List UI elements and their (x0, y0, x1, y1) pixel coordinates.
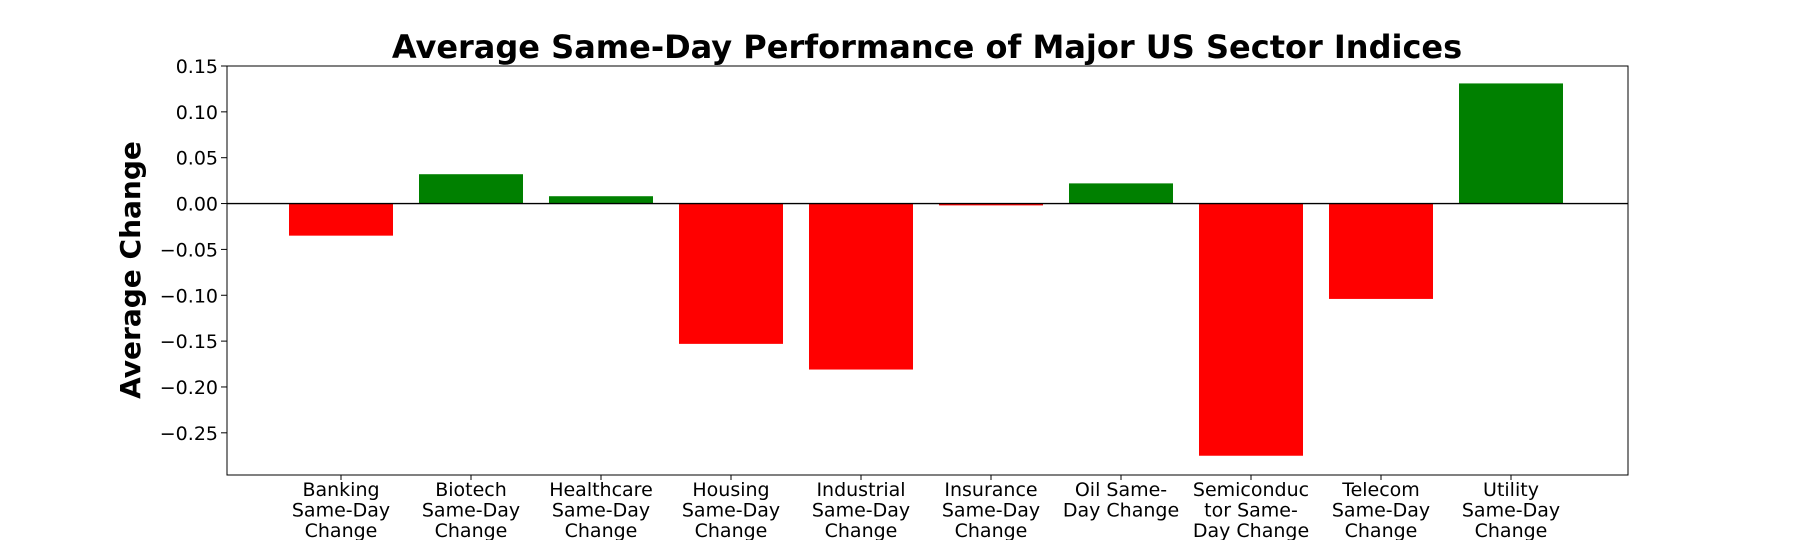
x-tick-label-line: Same-Day (422, 500, 520, 522)
bars-layer (289, 83, 1563, 456)
bar-3 (679, 203, 783, 344)
y-ticks-layer: 0.15 0.10 0.05 0.00 −0.05 −0.10 −0.15 −0.20 −0.2… (160, 56, 227, 445)
x-tick-label-line: Change (305, 520, 378, 540)
bar-7 (1199, 203, 1303, 456)
x-tick-label-line: Change (825, 520, 898, 540)
x-tick-label-2: Healthcare Same-Day Change (549, 479, 653, 540)
x-tick-label-line: Same-Day (812, 500, 910, 522)
bar-0 (289, 203, 393, 236)
x-tick-label-1: Biotech Same-Day Change (422, 479, 520, 540)
bar-1 (419, 174, 523, 204)
y-tick-label: 0.10 (176, 102, 218, 124)
x-tick-label-7: Semiconduc tor Same-Day Change (1193, 479, 1309, 540)
y-tick-label: −0.10 (160, 285, 218, 307)
x-tick-label-line: Change (955, 520, 1028, 540)
y-tick-label: 0.15 (176, 56, 218, 78)
x-tick-label-line: Change (1345, 520, 1418, 540)
x-tick-label-line: tor Same- (1204, 500, 1298, 522)
bar-6 (1069, 183, 1173, 204)
x-tick-label-line: Banking (302, 479, 379, 501)
bar-9 (1459, 83, 1563, 204)
x-tick-label-line: Housing (692, 479, 769, 501)
x-tick-label-line: Same-Day (1462, 500, 1560, 522)
y-tick-label: −0.25 (160, 423, 218, 445)
x-tick-label-line: Oil Same- (1075, 479, 1167, 501)
x-tick-label-8: Telecom Same-Day Change (1332, 479, 1430, 540)
x-tick-label-line: Biotech (435, 479, 507, 501)
y-tick-label: −0.20 (160, 377, 218, 399)
bar-5 (939, 203, 1043, 206)
x-tick-label-line: Same-Day (292, 500, 390, 522)
x-tick-label-line: Healthcare (549, 479, 653, 501)
y-axis-label: Average Change (114, 141, 147, 399)
x-tick-label-4: Industrial Same-Day Change (812, 479, 910, 540)
x-tick-label-0: Banking Same-Day Change (292, 479, 390, 540)
x-tick-label-3: Housing Same-Day Change (682, 479, 780, 540)
x-tick-label-line: Day Change (1063, 500, 1179, 522)
y-tick-label: −0.05 (160, 239, 218, 261)
y-tick-label: −0.15 (160, 331, 218, 353)
x-tick-label-line: Same-Day (1332, 500, 1430, 522)
x-tick-label-line: Semiconduc (1193, 479, 1309, 501)
x-tick-label-line: Telecom (1341, 479, 1420, 501)
x-tick-label-line: Insurance (944, 479, 1037, 501)
bar-2 (549, 196, 653, 204)
y-tick-label: 0.00 (176, 194, 218, 216)
x-tick-label-line: Change (435, 520, 508, 540)
x-tick-label-line: Utility (1483, 479, 1539, 501)
x-tick-label-line: Change (565, 520, 638, 540)
x-tick-label-6: Oil Same-Day Change (1063, 479, 1179, 522)
x-tick-label-line: Day Change (1193, 520, 1309, 540)
chart-title: Average Same-Day Performance of Major US… (392, 28, 1462, 66)
bar-8 (1329, 203, 1433, 299)
x-tick-label-line: Change (695, 520, 768, 540)
x-tick-label-line: Same-Day (942, 500, 1040, 522)
plot-frame (226, 65, 1629, 476)
x-tick-label-line: Same-Day (682, 500, 780, 522)
x-tick-label-9: Utility Same-Day Change (1462, 479, 1560, 540)
x-tick-label-line: Industrial (816, 479, 905, 501)
x-tick-label-line: Change (1475, 520, 1548, 540)
x-tick-label-line: Same-Day (552, 500, 650, 522)
bar-4 (809, 203, 913, 370)
y-tick-label: 0.05 (176, 148, 218, 170)
x-tick-label-5: Insurance Same-Day Change (942, 479, 1040, 540)
